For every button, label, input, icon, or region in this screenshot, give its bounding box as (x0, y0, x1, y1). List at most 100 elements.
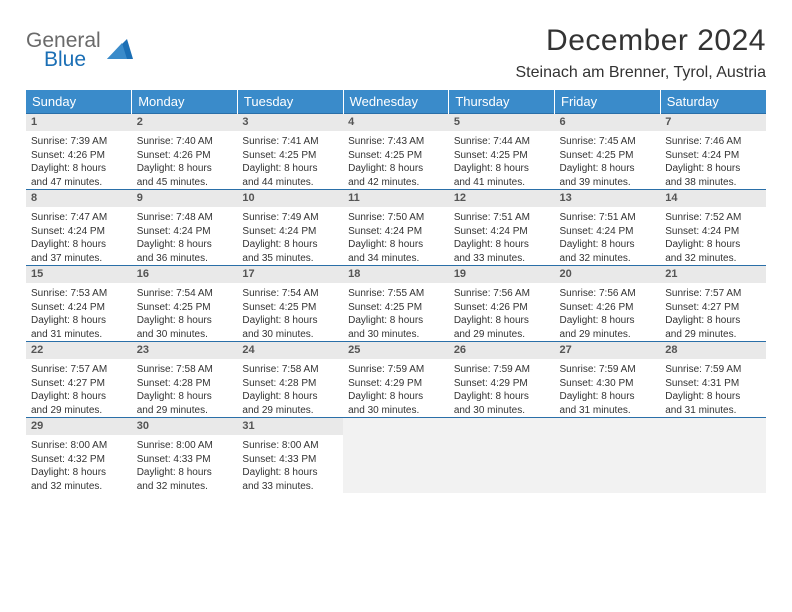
title-block: December 2024 Steinach am Brenner, Tyrol… (516, 24, 767, 82)
day-number: 19 (449, 266, 555, 283)
day-cell: 3Sunrise: 7:41 AMSunset: 4:25 PMDaylight… (237, 114, 343, 190)
weekday-header: Monday (132, 90, 238, 114)
day-detail: Sunrise: 7:57 AMSunset: 4:27 PMDaylight:… (660, 283, 766, 341)
page-header: General Blue December 2024 Steinach am B… (26, 24, 766, 82)
day-number: 27 (555, 342, 661, 359)
day-cell: 6Sunrise: 7:45 AMSunset: 4:25 PMDaylight… (555, 114, 661, 190)
daylight-text: Daylight: 8 hours (454, 390, 550, 404)
day-number: 6 (555, 114, 661, 131)
daylight-text: Daylight: 8 hours (31, 314, 127, 328)
day-detail: Sunrise: 7:58 AMSunset: 4:28 PMDaylight:… (237, 359, 343, 417)
sunrise-text: Sunrise: 7:51 AM (454, 211, 550, 225)
sunrise-text: Sunrise: 7:52 AM (665, 211, 761, 225)
day-cell: 30Sunrise: 8:00 AMSunset: 4:33 PMDayligh… (132, 418, 238, 494)
sunset-text: Sunset: 4:27 PM (31, 377, 127, 391)
sunset-text: Sunset: 4:29 PM (348, 377, 444, 391)
daylight-text: and 32 minutes. (665, 252, 761, 266)
week-row: 1Sunrise: 7:39 AMSunset: 4:26 PMDaylight… (26, 114, 766, 190)
day-number: 11 (343, 190, 449, 207)
sunset-text: Sunset: 4:24 PM (242, 225, 338, 239)
day-number: 2 (132, 114, 238, 131)
day-detail: Sunrise: 7:54 AMSunset: 4:25 PMDaylight:… (237, 283, 343, 341)
day-cell: 27Sunrise: 7:59 AMSunset: 4:30 PMDayligh… (555, 342, 661, 418)
daylight-text: Daylight: 8 hours (348, 314, 444, 328)
day-number: 24 (237, 342, 343, 359)
day-cell: 18Sunrise: 7:55 AMSunset: 4:25 PMDayligh… (343, 266, 449, 342)
day-cell: 26Sunrise: 7:59 AMSunset: 4:29 PMDayligh… (449, 342, 555, 418)
daylight-text: and 29 minutes. (242, 404, 338, 418)
day-number: 21 (660, 266, 766, 283)
sunrise-text: Sunrise: 7:58 AM (137, 363, 233, 377)
weekday-header: Sunday (26, 90, 132, 114)
sunset-text: Sunset: 4:30 PM (560, 377, 656, 391)
calendar-body: 1Sunrise: 7:39 AMSunset: 4:26 PMDaylight… (26, 114, 766, 494)
sunset-text: Sunset: 4:24 PM (454, 225, 550, 239)
daylight-text: Daylight: 8 hours (348, 390, 444, 404)
daylight-text: Daylight: 8 hours (31, 390, 127, 404)
day-detail: Sunrise: 7:51 AMSunset: 4:24 PMDaylight:… (449, 207, 555, 265)
day-detail: Sunrise: 8:00 AMSunset: 4:33 PMDaylight:… (132, 435, 238, 493)
daylight-text: Daylight: 8 hours (665, 162, 761, 176)
sunset-text: Sunset: 4:25 PM (242, 149, 338, 163)
week-row: 8Sunrise: 7:47 AMSunset: 4:24 PMDaylight… (26, 190, 766, 266)
daylight-text: and 35 minutes. (242, 252, 338, 266)
day-cell: 10Sunrise: 7:49 AMSunset: 4:24 PMDayligh… (237, 190, 343, 266)
day-detail: Sunrise: 7:59 AMSunset: 4:31 PMDaylight:… (660, 359, 766, 417)
day-cell: 31Sunrise: 8:00 AMSunset: 4:33 PMDayligh… (237, 418, 343, 494)
day-number: 3 (237, 114, 343, 131)
day-detail: Sunrise: 7:57 AMSunset: 4:27 PMDaylight:… (26, 359, 132, 417)
daylight-text: Daylight: 8 hours (242, 390, 338, 404)
day-detail: Sunrise: 7:44 AMSunset: 4:25 PMDaylight:… (449, 131, 555, 189)
day-cell: 25Sunrise: 7:59 AMSunset: 4:29 PMDayligh… (343, 342, 449, 418)
sunrise-text: Sunrise: 7:44 AM (454, 135, 550, 149)
daylight-text: and 38 minutes. (665, 176, 761, 190)
daylight-text: Daylight: 8 hours (560, 314, 656, 328)
day-number: 30 (132, 418, 238, 435)
sunrise-text: Sunrise: 7:45 AM (560, 135, 656, 149)
day-detail: Sunrise: 7:49 AMSunset: 4:24 PMDaylight:… (237, 207, 343, 265)
daylight-text: Daylight: 8 hours (31, 162, 127, 176)
daylight-text: Daylight: 8 hours (665, 314, 761, 328)
daylight-text: Daylight: 8 hours (137, 390, 233, 404)
daylight-text: Daylight: 8 hours (454, 162, 550, 176)
daylight-text: and 37 minutes. (31, 252, 127, 266)
sunrise-text: Sunrise: 7:55 AM (348, 287, 444, 301)
daylight-text: and 30 minutes. (137, 328, 233, 342)
daylight-text: Daylight: 8 hours (137, 466, 233, 480)
sunset-text: Sunset: 4:26 PM (31, 149, 127, 163)
daylight-text: and 33 minutes. (454, 252, 550, 266)
daylight-text: Daylight: 8 hours (137, 238, 233, 252)
day-number: 1 (26, 114, 132, 131)
sunrise-text: Sunrise: 7:46 AM (665, 135, 761, 149)
daylight-text: and 29 minutes. (560, 328, 656, 342)
daylight-text: and 47 minutes. (31, 176, 127, 190)
logo-triangle-icon (107, 37, 133, 64)
sunrise-text: Sunrise: 8:00 AM (31, 439, 127, 453)
sunset-text: Sunset: 4:24 PM (665, 225, 761, 239)
daylight-text: Daylight: 8 hours (242, 238, 338, 252)
sunset-text: Sunset: 4:24 PM (137, 225, 233, 239)
day-cell: 28Sunrise: 7:59 AMSunset: 4:31 PMDayligh… (660, 342, 766, 418)
day-cell (660, 418, 766, 494)
daylight-text: Daylight: 8 hours (242, 162, 338, 176)
daylight-text: Daylight: 8 hours (560, 162, 656, 176)
day-cell: 13Sunrise: 7:51 AMSunset: 4:24 PMDayligh… (555, 190, 661, 266)
day-cell: 11Sunrise: 7:50 AMSunset: 4:24 PMDayligh… (343, 190, 449, 266)
sunrise-text: Sunrise: 7:48 AM (137, 211, 233, 225)
day-cell: 20Sunrise: 7:56 AMSunset: 4:26 PMDayligh… (555, 266, 661, 342)
day-cell: 8Sunrise: 7:47 AMSunset: 4:24 PMDaylight… (26, 190, 132, 266)
day-cell (555, 418, 661, 494)
day-detail: Sunrise: 7:45 AMSunset: 4:25 PMDaylight:… (555, 131, 661, 189)
daylight-text: and 41 minutes. (454, 176, 550, 190)
sunrise-text: Sunrise: 7:39 AM (31, 135, 127, 149)
sunset-text: Sunset: 4:31 PM (665, 377, 761, 391)
sunrise-text: Sunrise: 7:57 AM (665, 287, 761, 301)
daylight-text: and 39 minutes. (560, 176, 656, 190)
day-detail: Sunrise: 7:56 AMSunset: 4:26 PMDaylight:… (449, 283, 555, 341)
day-number: 25 (343, 342, 449, 359)
sunrise-text: Sunrise: 8:00 AM (242, 439, 338, 453)
sunset-text: Sunset: 4:25 PM (242, 301, 338, 315)
day-number: 7 (660, 114, 766, 131)
day-detail: Sunrise: 7:59 AMSunset: 4:30 PMDaylight:… (555, 359, 661, 417)
day-detail: Sunrise: 7:48 AMSunset: 4:24 PMDaylight:… (132, 207, 238, 265)
